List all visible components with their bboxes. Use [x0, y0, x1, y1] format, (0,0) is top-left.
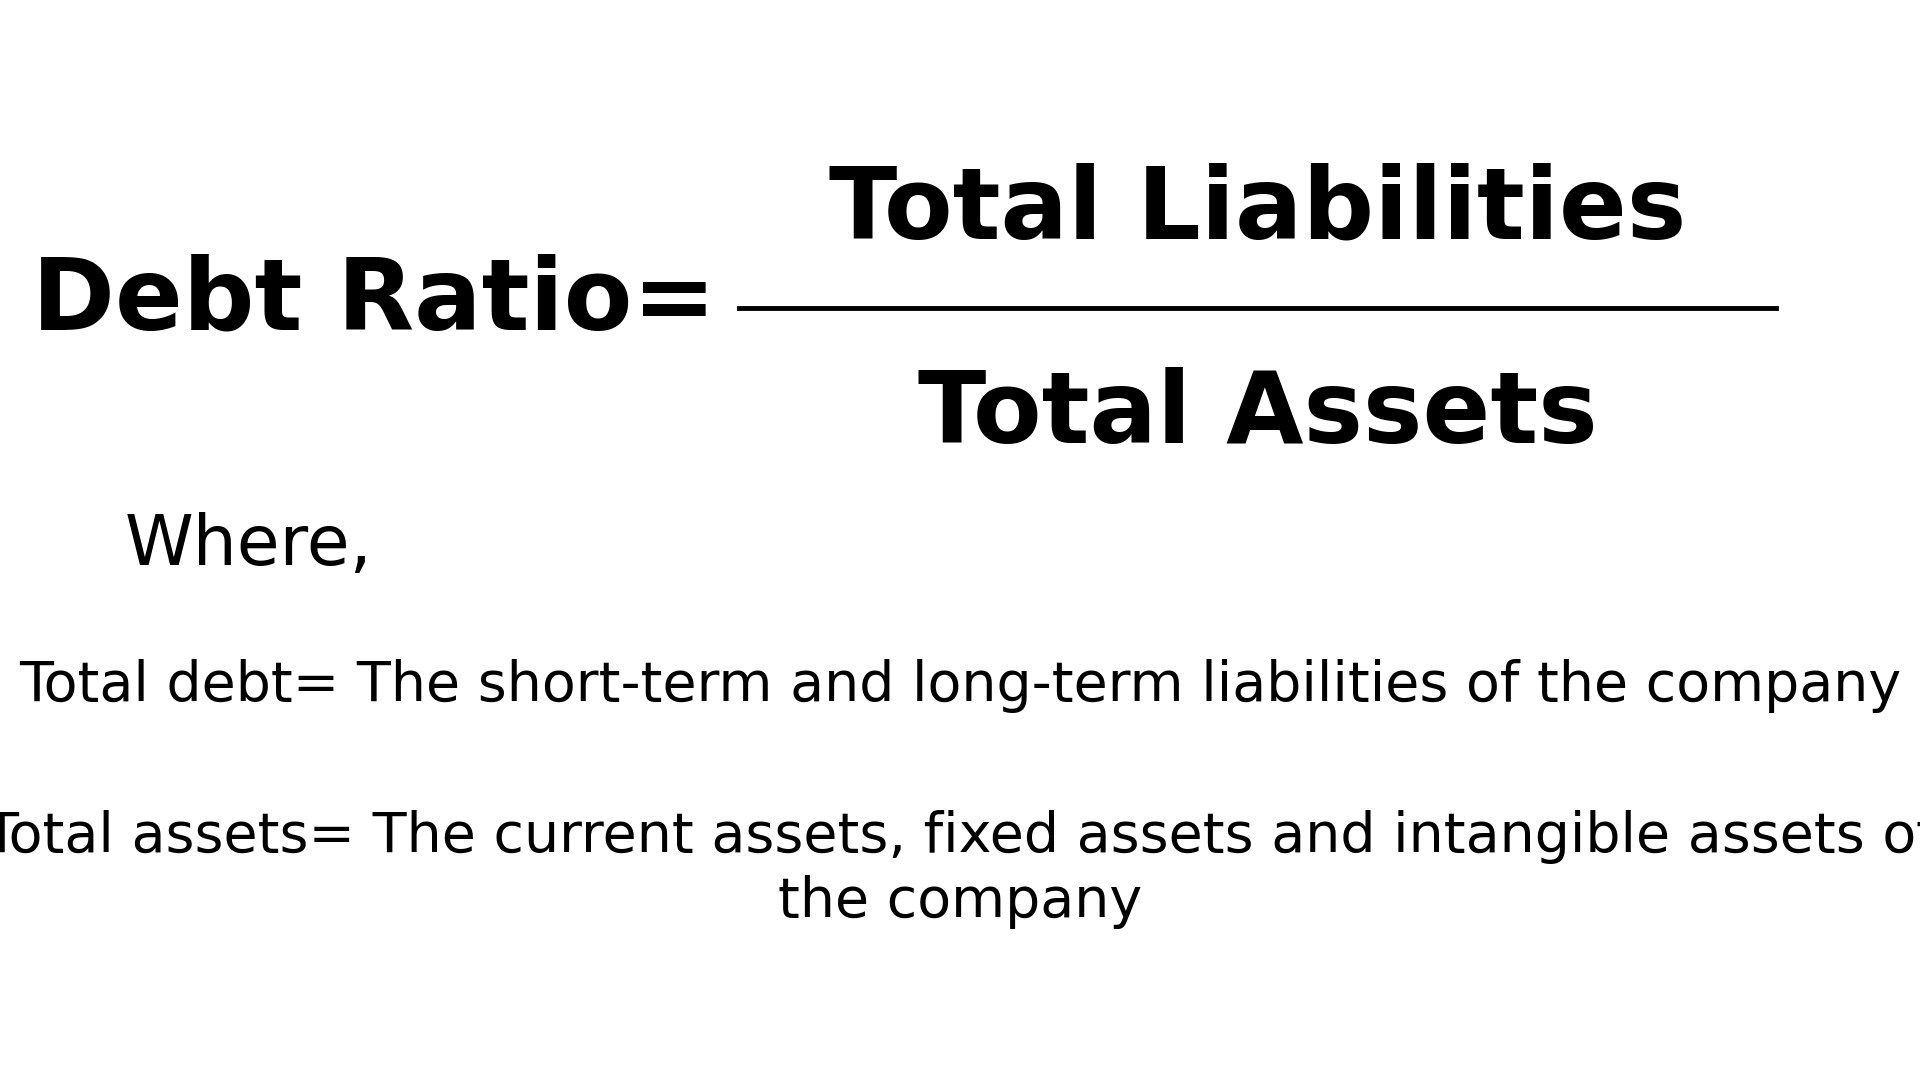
Text: Debt Ratio=: Debt Ratio=: [33, 254, 716, 351]
Text: Total debt= The short-term and long-term liabilities of the company: Total debt= The short-term and long-term…: [19, 659, 1901, 713]
Text: Where,: Where,: [125, 512, 372, 579]
Text: Total Assets: Total Assets: [918, 367, 1597, 464]
Text: the company: the company: [778, 875, 1142, 929]
Text: Total assets= The current assets, fixed assets and intangible assets of: Total assets= The current assets, fixed …: [0, 810, 1920, 864]
Text: Total Liabilities: Total Liabilities: [829, 162, 1686, 259]
